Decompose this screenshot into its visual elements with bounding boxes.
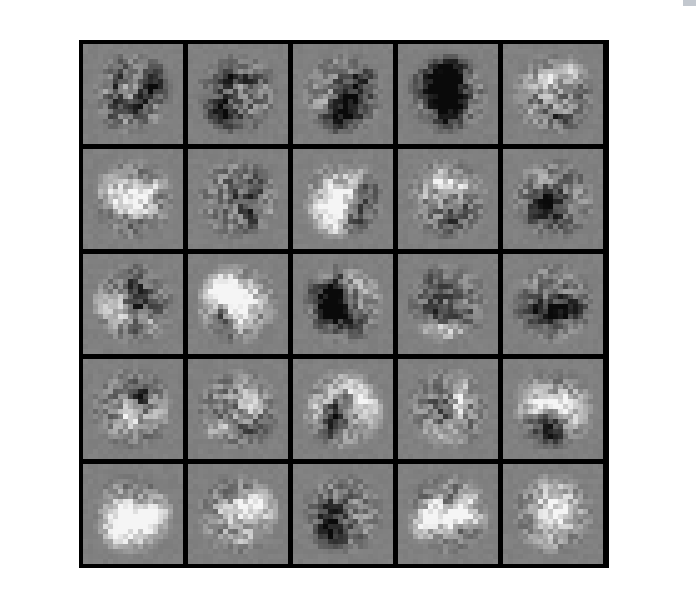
filter-tile xyxy=(188,464,288,564)
filter-tile xyxy=(293,254,393,354)
corner-mark xyxy=(683,0,696,6)
filter-tile xyxy=(83,44,183,144)
filter-image xyxy=(188,359,288,459)
filter-image xyxy=(503,359,603,459)
filter-image xyxy=(398,149,498,249)
filter-tile xyxy=(83,149,183,249)
filter-tile xyxy=(398,149,498,249)
filter-image xyxy=(293,254,393,354)
filter-image xyxy=(293,149,393,249)
filter-image xyxy=(503,149,603,249)
filter-tile xyxy=(293,44,393,144)
filter-image xyxy=(188,44,288,144)
filter-tile xyxy=(83,254,183,354)
filter-image xyxy=(83,254,183,354)
filter-image xyxy=(188,149,288,249)
filter-tile xyxy=(83,464,183,564)
filter-tile xyxy=(503,254,603,354)
filter-image xyxy=(503,254,603,354)
filter-image xyxy=(398,464,498,564)
filter-tile xyxy=(188,149,288,249)
filter-image xyxy=(503,44,603,144)
filter-image xyxy=(293,464,393,564)
filter-tile xyxy=(398,44,498,144)
filter-image xyxy=(188,464,288,564)
filter-tile xyxy=(398,359,498,459)
filter-tile xyxy=(503,359,603,459)
filter-grid xyxy=(79,40,609,568)
filter-image xyxy=(293,359,393,459)
filter-image xyxy=(83,44,183,144)
filter-image xyxy=(503,464,603,564)
filter-image xyxy=(188,254,288,354)
filter-tile xyxy=(398,254,498,354)
filter-image xyxy=(398,254,498,354)
filter-image xyxy=(83,149,183,249)
filter-tile xyxy=(83,359,183,459)
filter-tile xyxy=(188,359,288,459)
filter-image xyxy=(398,44,498,144)
filter-tile xyxy=(293,359,393,459)
filter-tile xyxy=(398,464,498,564)
filter-image xyxy=(293,44,393,144)
filter-tile xyxy=(503,464,603,564)
filter-tile xyxy=(188,254,288,354)
filter-tile xyxy=(293,464,393,564)
filter-tile xyxy=(503,44,603,144)
filter-tile xyxy=(188,44,288,144)
filter-tile xyxy=(503,149,603,249)
filter-image xyxy=(398,359,498,459)
filter-image xyxy=(83,464,183,564)
filter-image xyxy=(83,359,183,459)
filter-tile xyxy=(293,149,393,249)
